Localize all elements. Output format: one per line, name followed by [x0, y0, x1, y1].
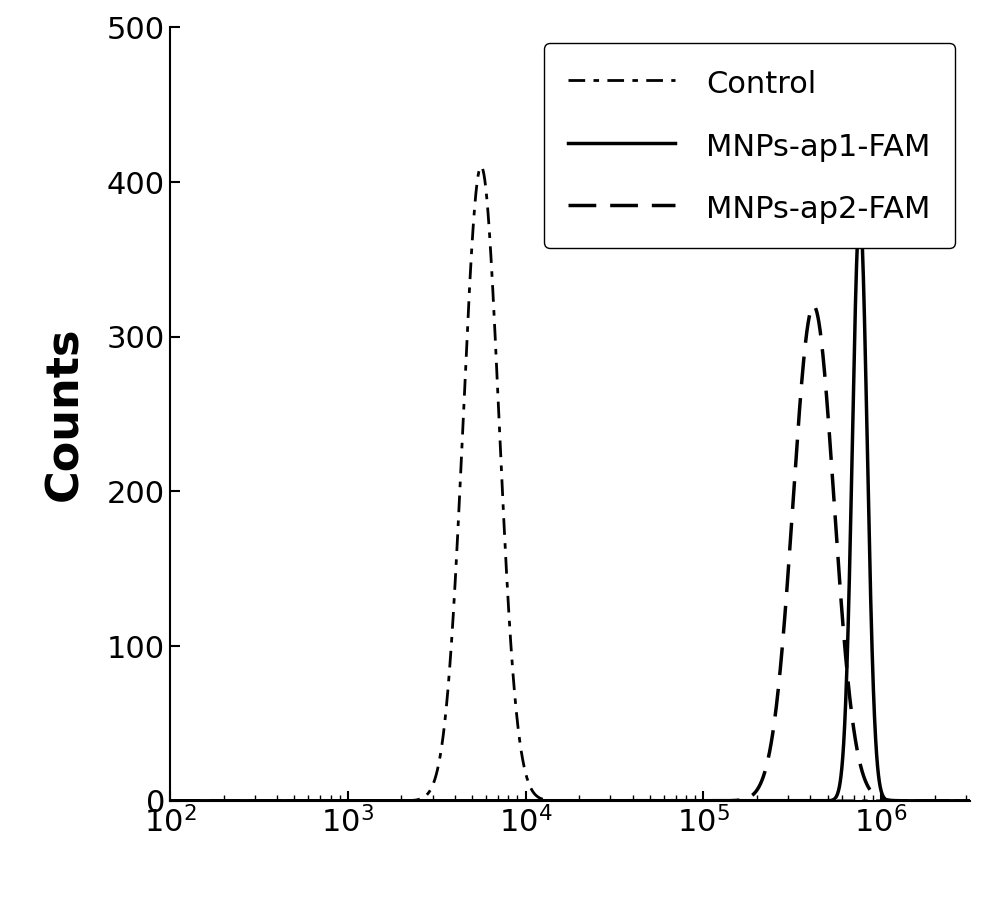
MNPs-ap2-FAM	[800, 335, 812, 346]
MNPs-ap2-FAM	[672, 795, 684, 806]
Line: MNPs-ap2-FAM: MNPs-ap2-FAM	[170, 306, 970, 801]
MNPs-ap1-FAM	[854, 207, 866, 218]
MNPs-ap1-FAM	[800, 795, 812, 806]
MNPs-ap1-FAM	[672, 795, 684, 806]
Control	[475, 161, 487, 172]
Control	[204, 795, 216, 806]
Control	[800, 795, 812, 806]
Control	[637, 795, 649, 806]
Control	[672, 795, 684, 806]
Control	[757, 795, 769, 806]
MNPs-ap1-FAM	[964, 795, 976, 806]
MNPs-ap1-FAM	[757, 795, 769, 806]
MNPs-ap1-FAM	[454, 795, 466, 806]
MNPs-ap1-FAM	[164, 795, 176, 806]
MNPs-ap2-FAM	[808, 300, 820, 311]
MNPs-ap2-FAM	[164, 795, 176, 806]
Control	[454, 490, 466, 501]
Legend: Control, MNPs-ap1-FAM, MNPs-ap2-FAM: Control, MNPs-ap1-FAM, MNPs-ap2-FAM	[544, 43, 955, 248]
MNPs-ap2-FAM	[757, 772, 769, 783]
MNPs-ap1-FAM	[637, 795, 649, 806]
MNPs-ap2-FAM	[204, 795, 216, 806]
Control	[964, 795, 976, 806]
Control	[164, 795, 176, 806]
MNPs-ap2-FAM	[454, 795, 466, 806]
Line: MNPs-ap1-FAM: MNPs-ap1-FAM	[170, 213, 970, 801]
Y-axis label: Counts: Counts	[43, 327, 86, 501]
Line: Control: Control	[170, 167, 970, 801]
MNPs-ap2-FAM	[637, 795, 649, 806]
MNPs-ap1-FAM	[204, 795, 216, 806]
MNPs-ap2-FAM	[964, 795, 976, 806]
